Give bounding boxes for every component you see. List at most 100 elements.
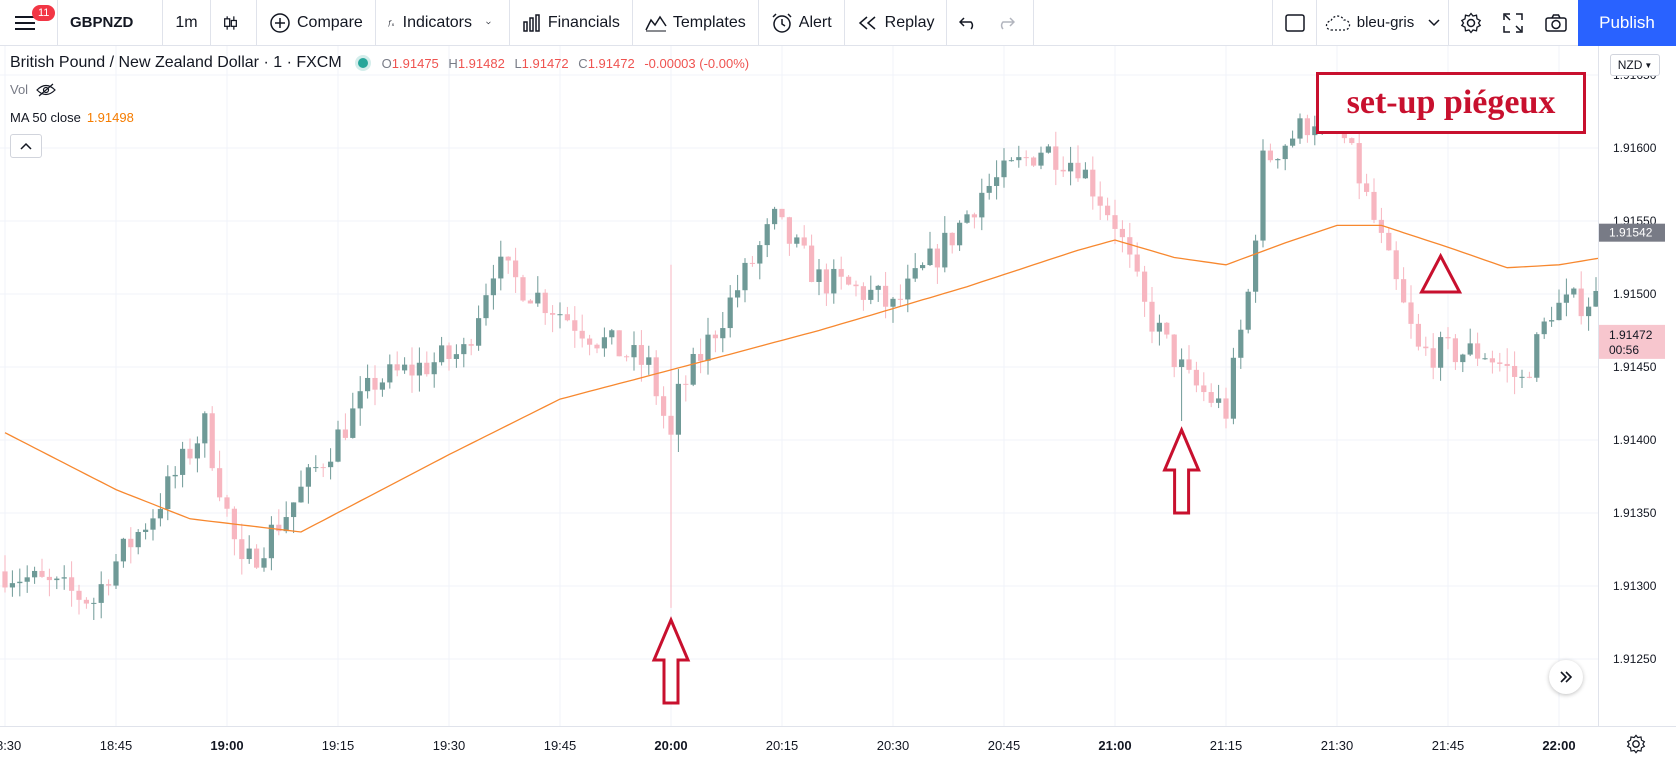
symbol-search-button[interactable]: GBPNZD	[58, 0, 163, 46]
candle[interactable]	[1304, 114, 1310, 143]
candle[interactable]	[1401, 267, 1407, 304]
candle[interactable]	[1267, 143, 1273, 163]
candle[interactable]	[735, 274, 741, 308]
candle[interactable]	[764, 218, 770, 258]
candle[interactable]	[542, 289, 548, 325]
candle[interactable]	[1519, 369, 1525, 388]
candle[interactable]	[727, 285, 733, 338]
candle[interactable]	[912, 253, 918, 282]
candle[interactable]	[979, 178, 985, 231]
candle[interactable]	[942, 216, 948, 273]
candle[interactable]	[1105, 197, 1111, 221]
candle[interactable]	[1008, 157, 1014, 162]
candle[interactable]	[601, 327, 607, 357]
candle[interactable]	[964, 210, 970, 224]
candle[interactable]	[150, 509, 156, 541]
triangle-annotation[interactable]	[1419, 252, 1463, 294]
candle[interactable]	[1097, 181, 1103, 220]
financials-button[interactable]: Financials	[510, 0, 633, 46]
candle[interactable]	[653, 350, 659, 405]
candle[interactable]	[520, 274, 526, 302]
candle[interactable]	[416, 347, 422, 392]
candle[interactable]	[1408, 285, 1414, 339]
candle[interactable]	[646, 345, 652, 375]
candle[interactable]	[1038, 146, 1044, 170]
candle[interactable]	[1164, 322, 1170, 339]
candle[interactable]	[476, 305, 482, 351]
candle[interactable]	[1460, 353, 1466, 373]
candle[interactable]	[860, 282, 866, 311]
candle[interactable]	[291, 502, 297, 534]
candle[interactable]	[372, 365, 378, 406]
eye-hidden-icon[interactable]	[36, 83, 56, 97]
candle[interactable]	[261, 547, 267, 572]
candle[interactable]	[187, 438, 193, 465]
candle[interactable]	[335, 420, 341, 463]
candle[interactable]	[801, 225, 807, 249]
candle[interactable]	[365, 364, 371, 399]
candle[interactable]	[1386, 227, 1392, 251]
main-menu-button[interactable]: 11	[0, 0, 58, 46]
candle[interactable]	[135, 529, 141, 555]
collapse-legend-button[interactable]	[10, 134, 42, 158]
candle[interactable]	[1364, 173, 1370, 197]
candle[interactable]	[1045, 144, 1051, 154]
candle[interactable]	[120, 537, 126, 568]
candle[interactable]	[535, 276, 541, 307]
candle[interactable]	[202, 411, 208, 458]
scale-settings-button[interactable]	[1624, 732, 1648, 756]
candle[interactable]	[32, 566, 38, 584]
candle[interactable]	[550, 305, 556, 333]
candle[interactable]	[1001, 148, 1007, 188]
candle[interactable]	[1467, 328, 1473, 357]
candle[interactable]	[616, 330, 622, 357]
candle[interactable]	[1275, 158, 1281, 169]
candle[interactable]	[1534, 332, 1540, 382]
candle[interactable]	[246, 535, 252, 564]
candle[interactable]	[143, 523, 149, 540]
candle[interactable]	[1452, 334, 1458, 370]
candle[interactable]	[224, 494, 230, 517]
scroll-to-realtime-button[interactable]	[1549, 660, 1583, 694]
candle[interactable]	[98, 571, 104, 619]
candle[interactable]	[128, 527, 134, 564]
candle[interactable]	[1282, 144, 1288, 171]
candle[interactable]	[1504, 348, 1510, 383]
candle[interactable]	[994, 160, 1000, 200]
candle[interactable]	[1031, 156, 1037, 168]
candle[interactable]	[113, 554, 119, 589]
candle[interactable]	[1179, 348, 1185, 422]
candle[interactable]	[897, 284, 903, 307]
candle[interactable]	[46, 568, 52, 597]
candle[interactable]	[594, 343, 600, 354]
candle[interactable]	[1253, 234, 1259, 303]
candle[interactable]	[483, 283, 489, 326]
candle[interactable]	[579, 314, 585, 348]
candle[interactable]	[1156, 314, 1162, 346]
candle[interactable]	[409, 347, 415, 393]
ma-legend[interactable]: MA 50 close 1.91498	[10, 110, 134, 125]
candle[interactable]	[1142, 265, 1148, 317]
up-arrow-annotation[interactable]	[651, 616, 691, 705]
candle[interactable]	[1112, 199, 1118, 245]
candle[interactable]	[1230, 347, 1236, 425]
candle[interactable]	[379, 378, 385, 397]
candle[interactable]	[61, 565, 67, 590]
undo-icon[interactable]	[959, 16, 977, 30]
candle[interactable]	[1068, 146, 1074, 186]
candle[interactable]	[638, 330, 644, 382]
candle[interactable]	[1193, 361, 1199, 393]
candle[interactable]	[1245, 288, 1251, 334]
candle[interactable]	[1512, 351, 1518, 395]
candle[interactable]	[957, 220, 963, 251]
redo-icon[interactable]	[997, 16, 1016, 30]
annotation-callout[interactable]: set-up piégeux	[1316, 72, 1586, 134]
candle[interactable]	[809, 234, 815, 283]
candle[interactable]	[971, 212, 977, 229]
interval-button[interactable]: 1m	[163, 0, 211, 46]
candle[interactable]	[1571, 287, 1577, 298]
candle[interactable]	[394, 351, 400, 377]
candle[interactable]	[1223, 387, 1229, 429]
candle[interactable]	[231, 506, 237, 556]
candle[interactable]	[1541, 317, 1547, 339]
